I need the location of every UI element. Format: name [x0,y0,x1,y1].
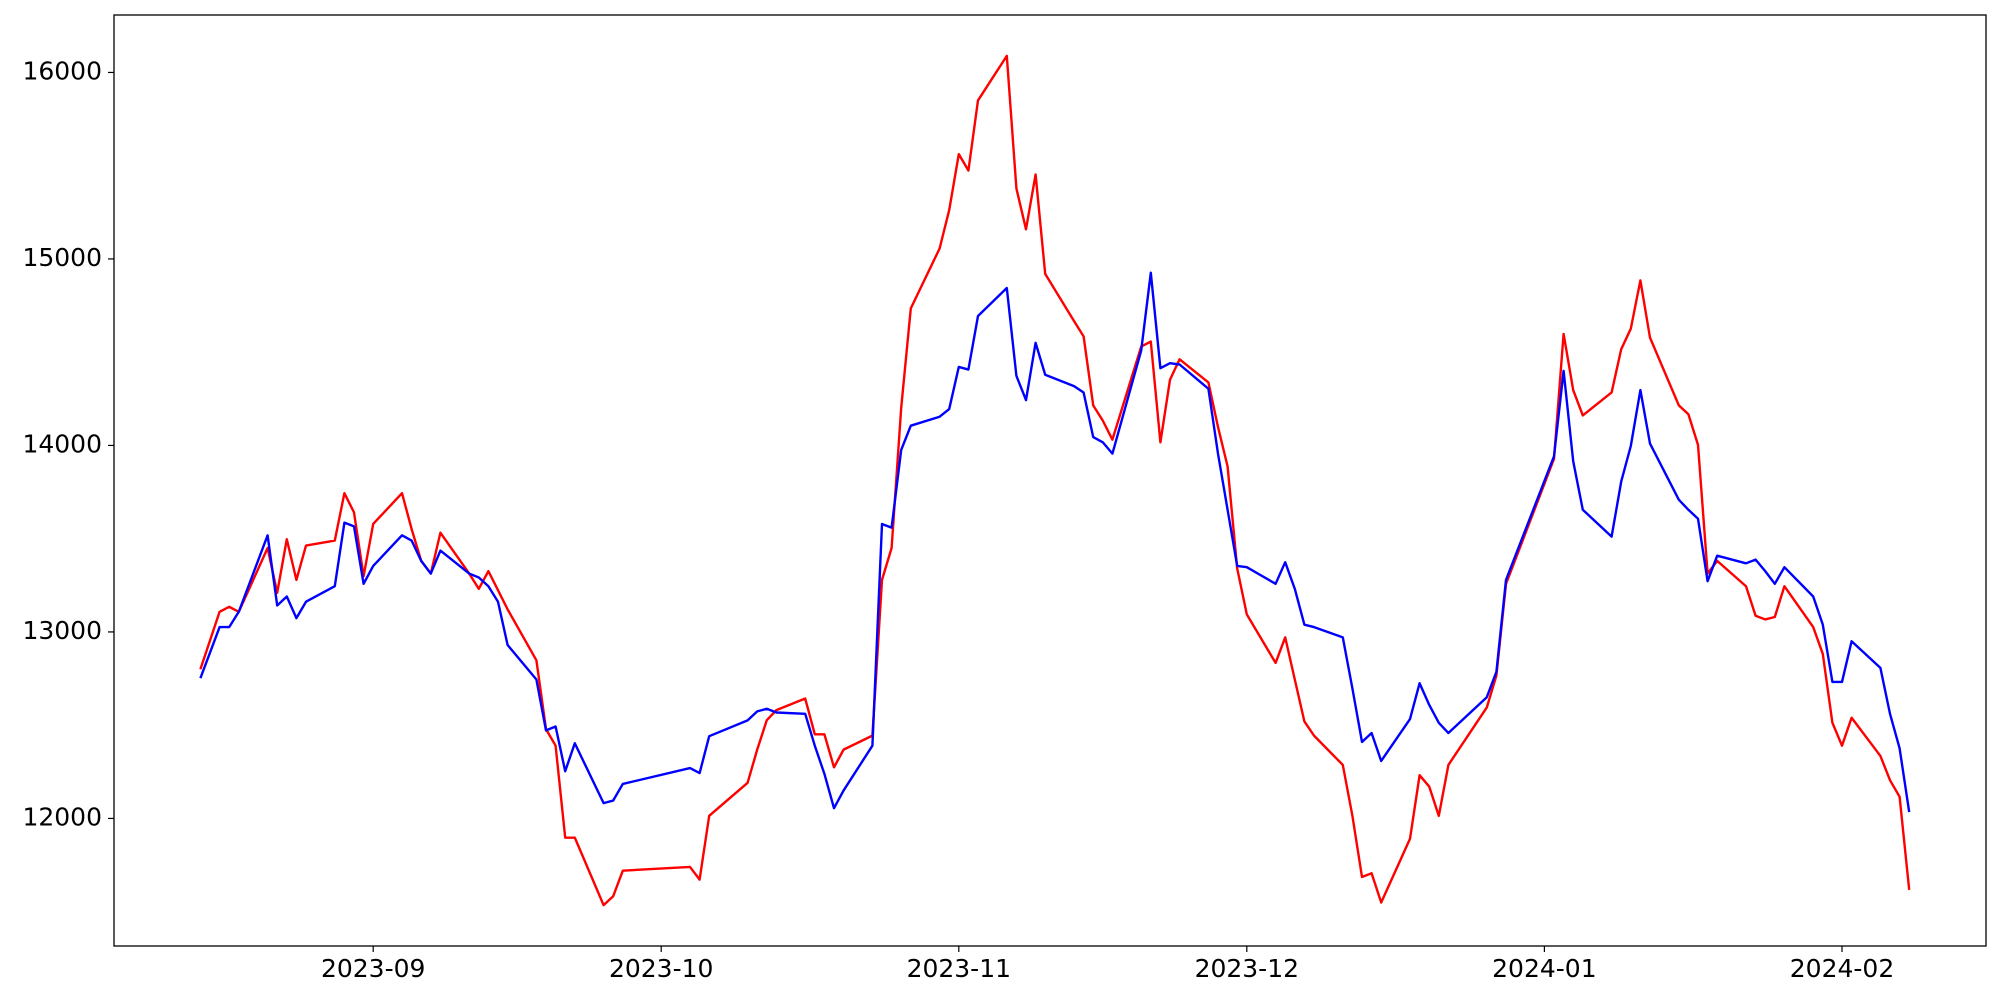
x-tick-label: 2023-10 [609,954,713,983]
x-tick-label: 2024-01 [1492,954,1596,983]
y-tick-label: 14000 [22,429,102,458]
y-tick-label: 12000 [22,802,102,831]
x-tick-label: 2023-09 [321,954,425,983]
x-tick-label: 2023-12 [1195,954,1299,983]
x-tick-label: 2024-02 [1790,954,1894,983]
x-tick-label: 2023-11 [907,954,1011,983]
line-series [199,54,1911,907]
plot-frame [113,14,1987,947]
line-series [199,271,1911,813]
y-tick-label: 13000 [22,616,102,645]
y-tick-label: 16000 [22,56,102,85]
y-tick-label: 15000 [22,243,102,272]
